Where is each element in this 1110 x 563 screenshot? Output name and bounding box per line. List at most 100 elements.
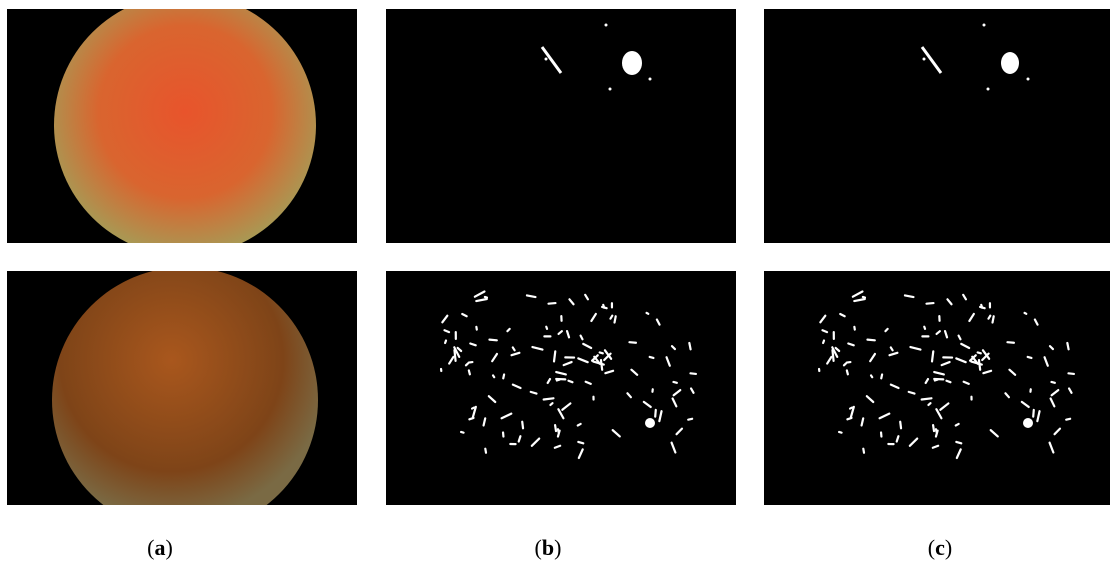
- lesion-spot: [445, 341, 446, 343]
- lesion-spot: [928, 403, 930, 405]
- lesion-spot: [472, 408, 474, 409]
- lesion-spot: [554, 351, 555, 361]
- lesion-spot: [839, 432, 842, 433]
- lesion-spot: [980, 307, 985, 308]
- caption-paren: ): [554, 535, 561, 560]
- lesion-spot: [578, 424, 581, 426]
- lesion-spot: [923, 58, 926, 61]
- lesion-spot: [1028, 357, 1032, 358]
- lesion-spot: [558, 429, 559, 432]
- lesion-spot: [602, 307, 607, 308]
- lesion-spot: [601, 360, 602, 370]
- lesion-spot: [466, 364, 468, 366]
- caption-paren: (: [535, 535, 542, 560]
- lesion-spot: [545, 58, 548, 61]
- lesion-spot: [600, 352, 603, 353]
- lesion-spot: [844, 364, 846, 366]
- lesion-spot: [956, 424, 959, 426]
- lesion-spot: [578, 442, 583, 443]
- mask-image: [764, 9, 1110, 243]
- lesion-spot: [688, 419, 692, 420]
- lesion-spot: [956, 442, 961, 443]
- lesion-spot: [513, 347, 515, 350]
- lesion-spot: [503, 375, 504, 379]
- caption-paren: (: [147, 535, 154, 560]
- lesion-spot: [979, 360, 980, 370]
- lesion-spot: [978, 352, 981, 353]
- lesion-spot: [947, 381, 951, 382]
- lesion-spot: [891, 347, 893, 350]
- lesion-spot: [649, 78, 652, 81]
- lesion-spot: [569, 381, 573, 382]
- lesion-spot: [485, 297, 487, 298]
- lesion-spot: [936, 429, 937, 432]
- lesion-spot: [647, 313, 649, 314]
- lesion-spot: [823, 341, 824, 343]
- lesion-spot: [926, 303, 933, 304]
- lesion-spot: [924, 327, 925, 329]
- lesion-spot: [615, 316, 616, 322]
- lesion-spot: [900, 422, 901, 429]
- lesion-spot: [461, 432, 464, 433]
- lesion-spot: [863, 449, 864, 453]
- caption-letter: b: [542, 535, 554, 560]
- lesion-spot: [690, 373, 695, 374]
- caption-paren: ): [166, 535, 173, 560]
- lesion-spot: [983, 24, 986, 27]
- lesion-spot: [1033, 410, 1034, 417]
- page: (a) (b) (c) (() => { const data = JSON.p…: [0, 0, 1110, 563]
- lesion-spot: [650, 357, 654, 358]
- lesion-spot: [493, 375, 494, 377]
- lesion-spot: [1068, 373, 1073, 374]
- mask-image: [386, 9, 736, 243]
- caption-letter: a: [155, 535, 166, 560]
- lesion-spot: [871, 375, 872, 377]
- fundus-disc: [52, 267, 318, 533]
- lesion-spot: [987, 88, 990, 91]
- lesion-spot: [933, 425, 934, 431]
- caption: (c): [928, 535, 952, 560]
- lesion-spot: [863, 297, 865, 298]
- caption: (a): [147, 535, 173, 560]
- caption-paren: (: [928, 535, 935, 560]
- lesion-spot: [555, 425, 556, 431]
- lesion-spot: [850, 408, 852, 409]
- lesion-spot: [922, 398, 932, 399]
- lesion-spot: [867, 340, 874, 341]
- lesion-spot: [673, 382, 676, 383]
- lesion-spot: [1027, 78, 1030, 81]
- lesion-spot: [522, 422, 523, 429]
- lesion-spot: [1013, 68, 1016, 71]
- lesion-spot: [544, 398, 554, 399]
- lesion-spot: [1067, 343, 1068, 349]
- lesion-spot: [609, 88, 612, 91]
- mask-image: [764, 271, 1110, 505]
- lesion-spot: [548, 303, 555, 304]
- lesion-spot: [993, 316, 994, 322]
- lesion-spot: [1007, 342, 1013, 343]
- mask-image: [386, 271, 736, 505]
- lesion-spot: [489, 340, 496, 341]
- lesion-spot: [469, 362, 473, 363]
- lesion-spot: [847, 370, 848, 374]
- lesion-spot: [550, 403, 552, 405]
- lesion-spot: [629, 342, 635, 343]
- lesion-spot: [546, 327, 547, 329]
- lesion-spot: [1025, 313, 1027, 314]
- lesion-spot: [689, 343, 690, 349]
- lesion-spot: [655, 410, 656, 417]
- lesion-spot: [1051, 382, 1054, 383]
- figure: (a) (b) (c): [0, 0, 1110, 563]
- lesion-spot: [1066, 419, 1070, 420]
- lesion-spot: [469, 370, 470, 374]
- caption-paren: ): [945, 535, 952, 560]
- caption: (b): [535, 535, 562, 560]
- lesion-spot: [485, 449, 486, 453]
- caption-letter: c: [935, 535, 945, 560]
- lesion-spot: [932, 351, 933, 361]
- lesion-spot: [847, 362, 851, 363]
- fundus-disc: [54, 0, 316, 256]
- lesion-spot: [635, 68, 638, 71]
- lesion-spot: [605, 24, 608, 27]
- lesion-spot: [881, 375, 882, 379]
